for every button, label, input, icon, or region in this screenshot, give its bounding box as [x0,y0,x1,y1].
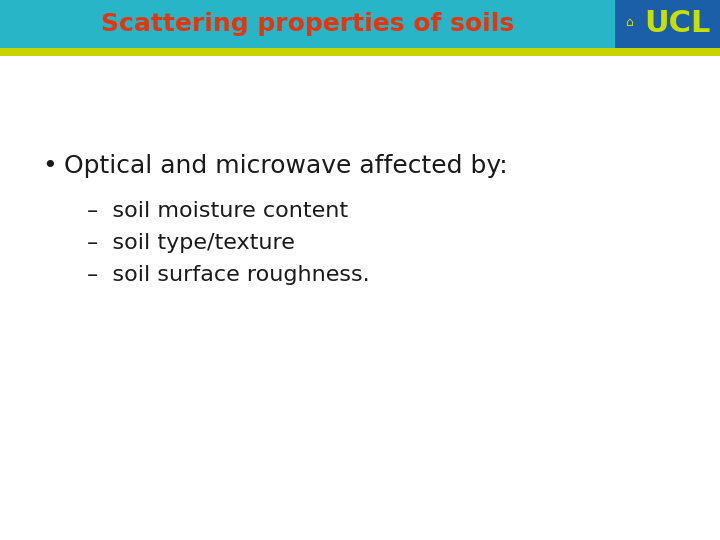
Text: •: • [42,154,57,178]
Bar [615,0,720,48]
Text: –  soil surface roughness.: – soil surface roughness. [87,265,369,285]
Text: –  soil type/texture: – soil type/texture [87,233,295,253]
Bar [0,0,720,48]
Text: ⌂: ⌂ [625,16,633,29]
Text: Optical and microwave affected by:: Optical and microwave affected by: [64,154,508,178]
Text: –  soil moisture content: – soil moisture content [87,201,348,221]
Bar [0,48,720,56]
Text: UCL: UCL [644,10,710,38]
Text: Scattering properties of soils: Scattering properties of soils [101,12,514,36]
